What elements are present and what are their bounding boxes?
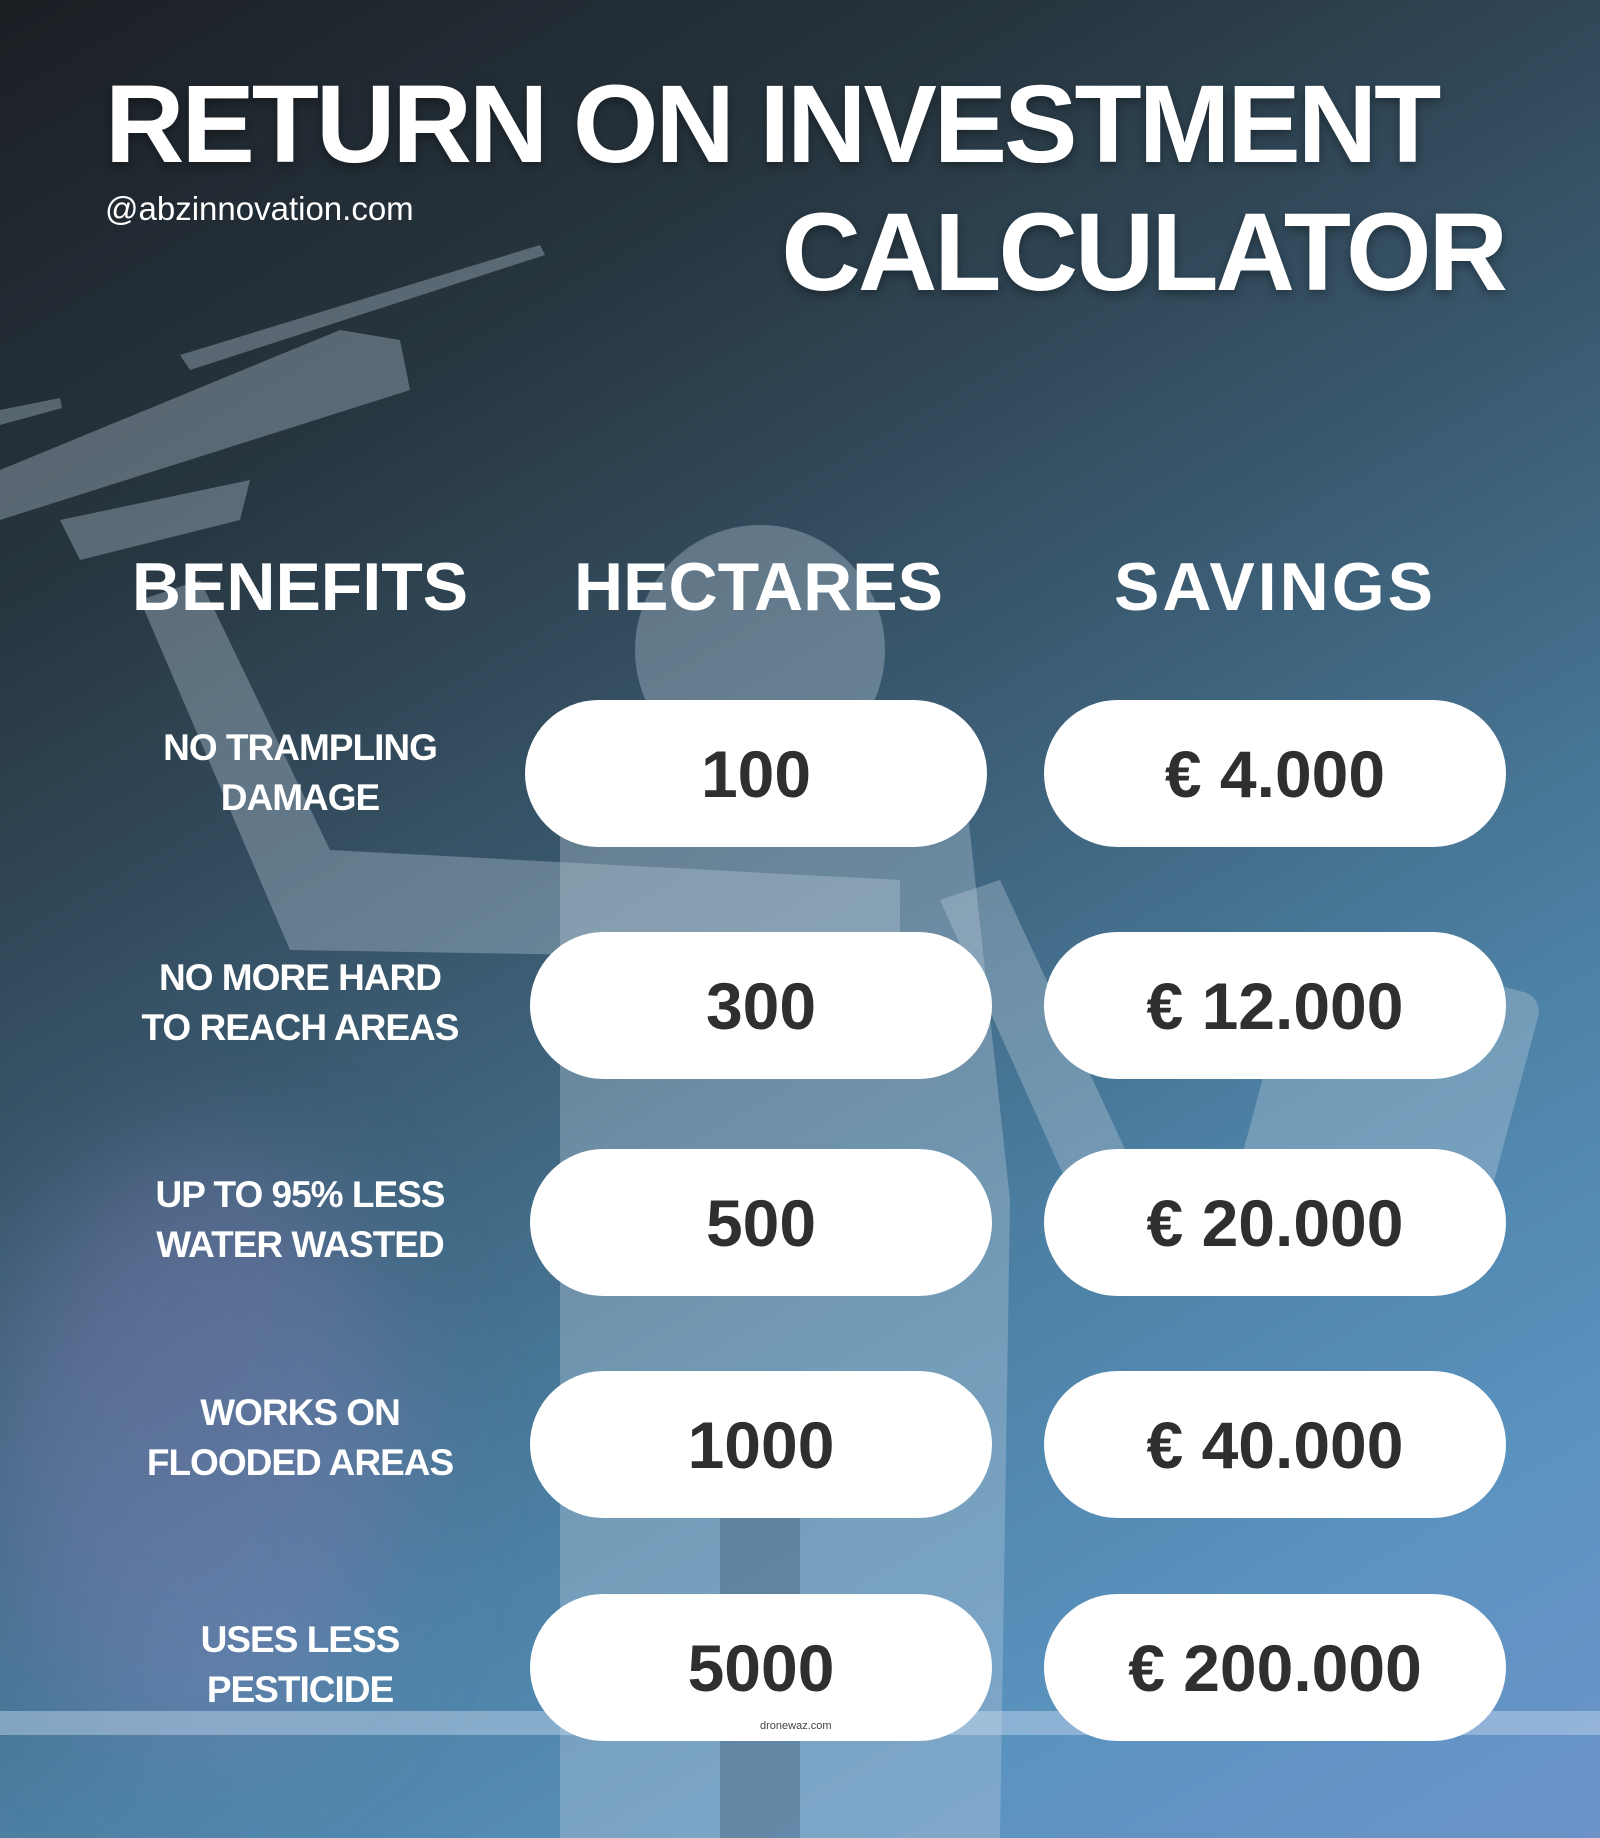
header-savings: SAVINGS (1113, 549, 1437, 625)
benefit-line: NO MORE HARD (159, 957, 442, 998)
benefit-line: PESTICIDE (206, 1669, 394, 1710)
drone-arm-shape (0, 330, 410, 520)
hectares-value: 100 (525, 700, 987, 847)
benefit-line: WORKS ON (200, 1392, 401, 1433)
hectares-value: 500 (530, 1149, 992, 1296)
savings-value: € 12.000 (1044, 932, 1506, 1079)
savings-value: € 20.000 (1044, 1149, 1506, 1296)
background-glow (0, 1150, 400, 1750)
hectares-value: 300 (530, 932, 992, 1079)
arm-shape (140, 580, 900, 960)
header-benefits: BENEFITS (131, 549, 469, 625)
benefit-label: UP TO 95% LESS WATER WASTED (100, 1170, 500, 1270)
page-title-line1: RETURN ON INVESTMENT (105, 63, 1441, 186)
benefit-label: NO MORE HARD TO REACH AREAS (100, 953, 500, 1053)
benefit-line: UP TO 95% LESS (155, 1174, 446, 1215)
benefit-label: USES LESS PESTICIDE (100, 1615, 500, 1715)
savings-value: € 40.000 (1044, 1371, 1506, 1518)
benefit-line: FLOODED AREAS (146, 1442, 454, 1483)
hectares-value: 1000 (530, 1371, 992, 1518)
benefit-line: TO REACH AREAS (141, 1007, 460, 1048)
header-hectares: HECTARES (574, 549, 943, 625)
watermark: dronewaz.com (760, 1720, 832, 1732)
benefit-line: NO TRAMPLING (163, 727, 438, 768)
hectares-value: 5000 (530, 1594, 992, 1741)
benefit-line: DAMAGE (220, 777, 380, 818)
benefit-label: NO TRAMPLING DAMAGE (100, 723, 500, 823)
benefit-label: WORKS ON FLOODED AREAS (100, 1388, 500, 1488)
page-title-line2: CALCULATOR (781, 191, 1508, 314)
benefit-line: USES LESS (200, 1619, 401, 1660)
benefit-line: WATER WASTED (156, 1224, 444, 1265)
savings-value: € 4.000 (1044, 700, 1506, 847)
savings-value: € 200.000 (1044, 1594, 1506, 1741)
website-handle: @abzinnovation.com (105, 190, 414, 227)
propeller-shape (180, 245, 545, 370)
